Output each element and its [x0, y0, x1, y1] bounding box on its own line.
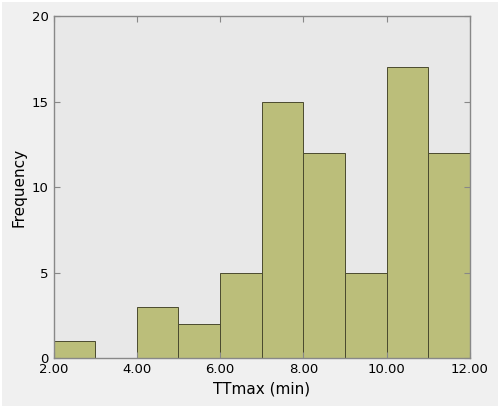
Bar	[304, 153, 345, 359]
Y-axis label: Frequency: Frequency	[11, 148, 26, 227]
X-axis label: TTmax (min): TTmax (min)	[213, 382, 310, 397]
Bar	[345, 273, 387, 359]
Bar	[178, 324, 220, 359]
Bar	[262, 102, 304, 359]
Bar	[54, 341, 95, 359]
Bar	[137, 307, 178, 359]
Bar	[386, 67, 428, 359]
Bar	[428, 153, 470, 359]
Bar	[220, 273, 262, 359]
